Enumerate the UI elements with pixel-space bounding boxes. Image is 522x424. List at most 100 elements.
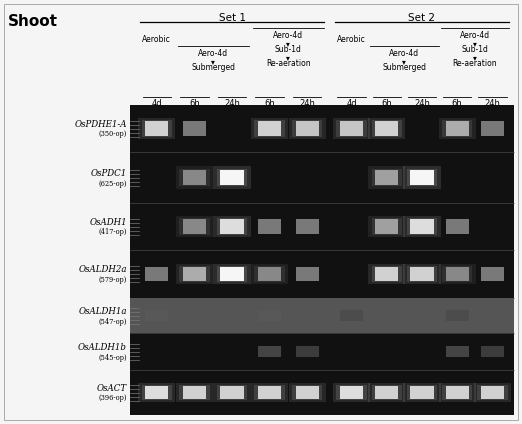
Bar [410, 386, 434, 399]
Bar [251, 383, 288, 402]
Text: (396-op): (396-op) [99, 394, 127, 402]
Bar [295, 267, 319, 281]
Bar [220, 267, 244, 281]
Bar [217, 169, 247, 187]
Bar [375, 220, 398, 234]
Bar [258, 220, 281, 234]
Bar [407, 265, 437, 282]
Bar [145, 386, 169, 399]
Bar [438, 383, 476, 402]
Bar [254, 120, 285, 137]
Bar [477, 385, 507, 400]
Bar [375, 220, 398, 233]
Bar [213, 383, 251, 402]
Bar [258, 267, 281, 281]
Bar [375, 386, 398, 399]
Text: OsADH1: OsADH1 [89, 218, 127, 227]
Bar [254, 265, 285, 282]
Text: 24h: 24h [224, 99, 240, 108]
Bar [145, 122, 169, 135]
Bar [375, 268, 398, 281]
Text: (545-op): (545-op) [98, 354, 127, 362]
Bar [442, 385, 472, 400]
Bar [258, 386, 281, 399]
Bar [183, 268, 206, 281]
Text: Submerged: Submerged [383, 63, 426, 72]
Text: 6h: 6h [382, 99, 392, 108]
Bar [481, 121, 504, 136]
Bar [130, 250, 514, 298]
Bar [446, 346, 469, 357]
Bar [145, 310, 169, 321]
Text: OsPDHE1-A: OsPDHE1-A [75, 120, 127, 129]
Bar [176, 264, 213, 285]
Bar [176, 383, 213, 402]
Bar [372, 120, 402, 137]
Bar [258, 386, 281, 399]
Bar [375, 121, 398, 136]
Text: Aerobic: Aerobic [143, 35, 171, 44]
Bar [340, 386, 363, 399]
Bar [220, 386, 244, 399]
Bar [375, 170, 398, 184]
Bar [183, 220, 206, 234]
Bar [295, 386, 319, 399]
Bar [407, 385, 437, 400]
Text: 4d: 4d [346, 99, 357, 108]
Bar [179, 169, 209, 187]
Text: Aero-4d: Aero-4d [274, 31, 303, 40]
Bar [213, 216, 251, 237]
Text: Sub-1d: Sub-1d [461, 45, 488, 54]
Bar [442, 120, 472, 137]
Bar [333, 118, 370, 139]
Bar [130, 203, 514, 250]
Bar [410, 267, 434, 281]
Bar [446, 268, 469, 281]
Bar [372, 265, 402, 282]
Bar [289, 383, 326, 402]
Bar [251, 118, 288, 139]
Bar [410, 170, 434, 185]
Text: Set 1: Set 1 [219, 13, 245, 23]
Bar [481, 386, 504, 399]
Bar [474, 383, 511, 402]
Text: ▾: ▾ [402, 57, 406, 66]
Bar [183, 170, 206, 184]
Text: 24h: 24h [299, 99, 315, 108]
Bar [410, 220, 434, 233]
Text: Re-aeration: Re-aeration [453, 59, 497, 68]
Bar [138, 383, 175, 402]
Bar [375, 386, 398, 399]
Text: OsPDC1: OsPDC1 [91, 169, 127, 178]
Bar [217, 385, 247, 400]
Bar [183, 170, 206, 185]
Bar [446, 267, 469, 281]
Text: 6h: 6h [452, 99, 462, 108]
Bar [446, 121, 469, 136]
Text: Shoot: Shoot [8, 14, 58, 29]
Text: 6h: 6h [189, 99, 200, 108]
Bar [217, 218, 247, 235]
Bar [141, 385, 172, 400]
Bar [130, 105, 514, 152]
Bar [404, 264, 441, 285]
Bar [340, 386, 363, 399]
Text: Aero-4d: Aero-4d [198, 49, 228, 58]
Text: Re-aeration: Re-aeration [266, 59, 311, 68]
Bar [258, 122, 281, 135]
Bar [292, 385, 323, 400]
Bar [183, 386, 206, 399]
Bar [145, 121, 169, 136]
Bar [179, 218, 209, 235]
Bar [446, 122, 469, 135]
Bar [404, 383, 441, 402]
Bar [446, 386, 469, 399]
Text: 24h: 24h [414, 99, 430, 108]
Text: 4d: 4d [151, 99, 162, 108]
Bar [176, 216, 213, 237]
Bar [372, 218, 402, 235]
Bar [333, 383, 370, 402]
Bar [251, 264, 288, 285]
Bar [375, 267, 398, 281]
Bar [340, 310, 363, 321]
